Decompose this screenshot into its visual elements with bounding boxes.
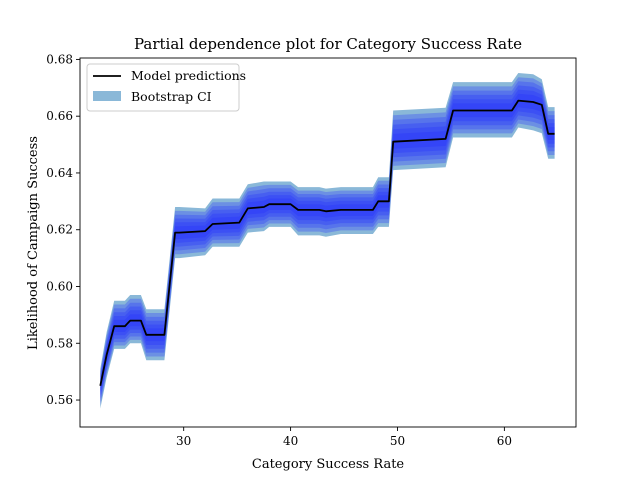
ci-band-3 xyxy=(100,85,555,399)
legend: Model predictions Bootstrap CI xyxy=(86,63,246,112)
y-tick-label: 0.68 xyxy=(46,52,73,66)
x-tick-label: 60 xyxy=(497,434,512,448)
y-tick-label: 0.60 xyxy=(46,279,73,293)
chart-title: Partial dependence plot for Category Suc… xyxy=(134,35,522,53)
plot-area xyxy=(99,73,555,409)
ci-band-4 xyxy=(100,89,555,395)
x-axis-label: Category Success Rate xyxy=(252,457,405,472)
y-tick-label: 0.58 xyxy=(46,336,73,350)
y-axis-label: Likelihood of Campaign Success xyxy=(26,136,41,350)
axes-frame xyxy=(79,57,577,428)
x-axis-ticks: 30 40 50 60 xyxy=(176,427,512,448)
x-tick-label: 50 xyxy=(390,434,405,448)
legend-patch-swatch xyxy=(93,91,121,101)
x-tick-label: 40 xyxy=(283,434,298,448)
x-tick-label: 30 xyxy=(176,434,191,448)
bootstrap-ci-bands xyxy=(100,73,555,409)
ci-band-1 xyxy=(100,77,555,406)
y-axis-ticks: 0.56 0.58 0.60 0.62 0.64 0.66 0.68 xyxy=(46,52,80,407)
y-tick-label: 0.64 xyxy=(46,166,73,180)
model-predictions-line-group xyxy=(99,99,555,386)
y-tick-label: 0.56 xyxy=(46,393,73,407)
ci-band-0 xyxy=(100,73,555,409)
model-predictions-line xyxy=(99,99,555,386)
y-tick-label: 0.66 xyxy=(46,109,73,123)
ci-band-2 xyxy=(100,81,555,402)
legend-label-model-predictions: Model predictions xyxy=(131,68,246,83)
y-tick-label: 0.62 xyxy=(46,223,73,237)
legend-label-bootstrap-ci: Bootstrap CI xyxy=(131,89,212,104)
legend-box xyxy=(86,63,240,112)
